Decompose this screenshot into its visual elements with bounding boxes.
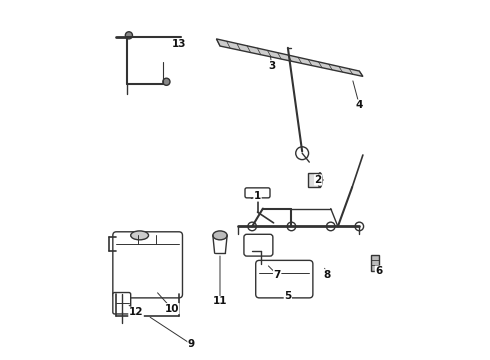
Text: 2: 2 <box>315 175 322 185</box>
Text: 13: 13 <box>172 39 186 49</box>
Circle shape <box>296 147 309 159</box>
FancyBboxPatch shape <box>244 234 273 256</box>
Text: 5: 5 <box>284 291 292 301</box>
Text: 7: 7 <box>273 270 281 280</box>
Ellipse shape <box>131 231 148 240</box>
Circle shape <box>355 222 364 231</box>
FancyBboxPatch shape <box>113 232 182 298</box>
Text: 11: 11 <box>213 296 227 306</box>
Polygon shape <box>217 39 363 76</box>
Circle shape <box>125 32 132 39</box>
Circle shape <box>287 222 296 231</box>
Text: 9: 9 <box>188 339 195 349</box>
Polygon shape <box>371 255 379 271</box>
Text: 10: 10 <box>165 303 179 314</box>
Ellipse shape <box>318 173 322 187</box>
Text: 1: 1 <box>254 191 261 201</box>
Text: 8: 8 <box>323 270 331 280</box>
Text: 4: 4 <box>356 100 363 110</box>
FancyBboxPatch shape <box>113 293 131 314</box>
FancyBboxPatch shape <box>256 260 313 298</box>
Polygon shape <box>308 173 320 187</box>
Circle shape <box>326 222 335 231</box>
FancyBboxPatch shape <box>245 188 270 198</box>
Text: 3: 3 <box>268 61 275 71</box>
Text: 6: 6 <box>375 266 383 276</box>
Circle shape <box>248 222 256 231</box>
Ellipse shape <box>213 231 227 240</box>
Text: 12: 12 <box>129 307 143 317</box>
Circle shape <box>163 78 170 85</box>
